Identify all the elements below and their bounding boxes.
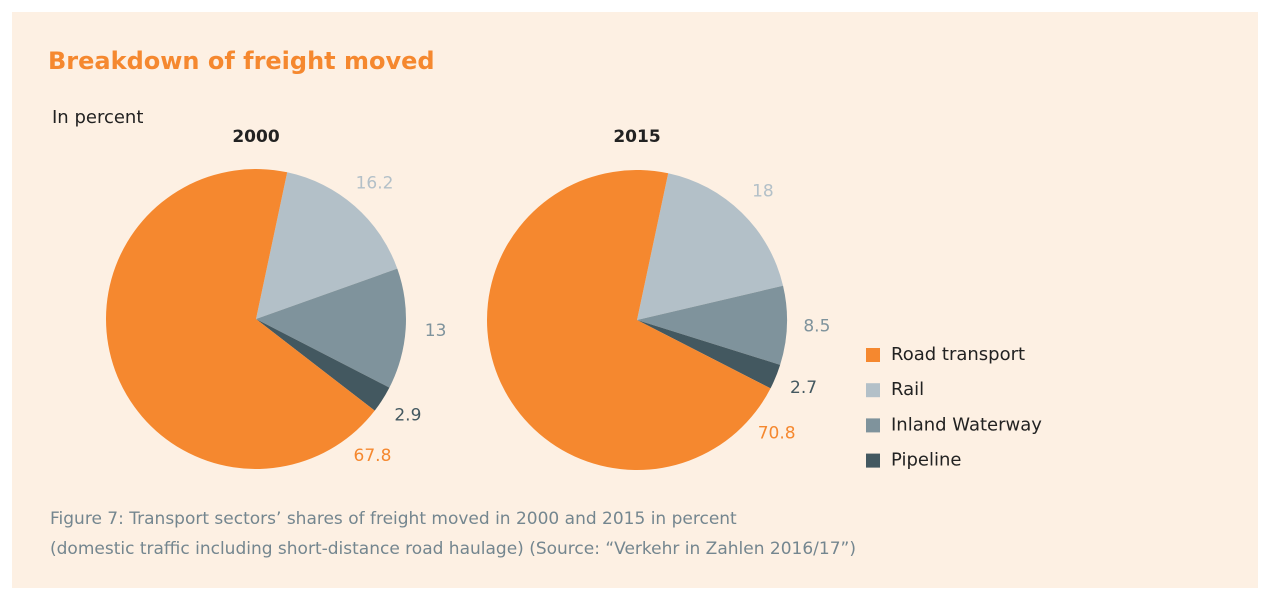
caption: Figure 7: Transport sectors’ shares of f… bbox=[50, 509, 737, 529]
legend-label: Road transport bbox=[891, 344, 1025, 365]
pie-slice bbox=[487, 169, 771, 470]
legend-swatch bbox=[866, 418, 880, 433]
legend-label: Rail bbox=[891, 379, 924, 400]
legend-swatch bbox=[866, 453, 880, 468]
pie-title: 2015 bbox=[613, 127, 660, 147]
pie-slice bbox=[637, 285, 787, 365]
value-label: 8.5 bbox=[803, 317, 830, 337]
pie-slice bbox=[637, 320, 781, 389]
value-label: 67.8 bbox=[354, 446, 392, 466]
legend-swatch bbox=[866, 383, 880, 398]
title: Breakdown of freight moved bbox=[48, 47, 435, 75]
value-label: 13 bbox=[425, 321, 447, 341]
caption: (domestic traffic including short-distan… bbox=[50, 539, 856, 559]
value-label: 70.8 bbox=[758, 424, 796, 444]
legend-label: Inland Waterway bbox=[891, 414, 1042, 435]
subtitle: In percent bbox=[52, 107, 143, 128]
value-label: 16.2 bbox=[356, 174, 394, 194]
value-label: 2.7 bbox=[790, 378, 817, 398]
pie-slice bbox=[256, 172, 398, 319]
value-label: 2.9 bbox=[394, 406, 421, 426]
pie-slice bbox=[256, 319, 390, 411]
pie-slice bbox=[256, 268, 406, 388]
legend-swatch bbox=[866, 348, 880, 362]
pie-slice bbox=[106, 168, 375, 470]
value-label: 18 bbox=[752, 181, 774, 201]
pie-title: 2000 bbox=[232, 127, 279, 147]
legend-label: Pipeline bbox=[891, 450, 961, 471]
pie-slice bbox=[637, 173, 784, 320]
